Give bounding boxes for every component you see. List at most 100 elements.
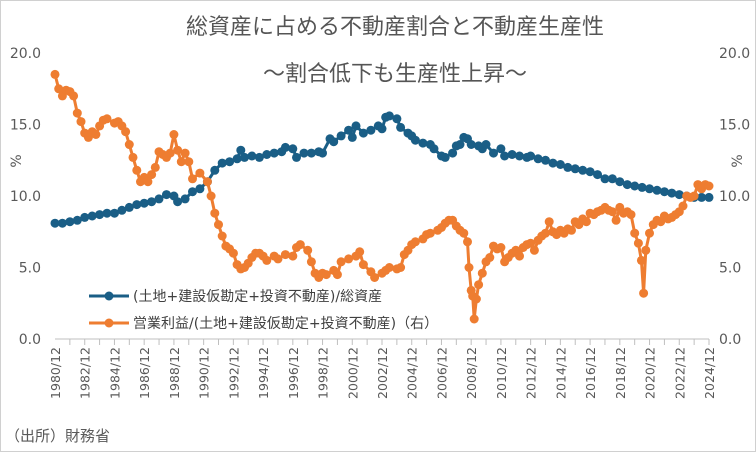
series-1-point	[358, 260, 368, 270]
x-tick-label: 1982/12	[78, 347, 93, 399]
series-1-point	[471, 294, 481, 304]
series-0-point	[652, 185, 662, 195]
x-tick-label: 2022/12	[672, 347, 687, 399]
x-tick-label: 1988/12	[167, 347, 182, 399]
series-0-point	[180, 194, 190, 204]
x-tick-label: 2006/12	[434, 347, 449, 399]
y-tick-left-label: 0.0	[19, 332, 41, 348]
series-0-point	[306, 148, 316, 158]
series-0-point	[269, 148, 279, 158]
y-tick-left-label: 5.0	[19, 261, 41, 277]
series-1-point	[626, 210, 636, 220]
series-1-point	[425, 228, 435, 238]
series-0-point	[188, 187, 197, 197]
x-tick-label: 1980/12	[48, 347, 63, 399]
x-tick-label: 1994/12	[256, 347, 271, 399]
series-0-point	[240, 152, 249, 162]
y-tick-right-label: 5.0	[719, 261, 741, 277]
x-tick-label: 2024/12	[702, 347, 717, 399]
series-0-point	[704, 192, 714, 202]
series-0-point	[173, 197, 183, 207]
series-0-point	[329, 137, 339, 147]
series-1-point	[54, 84, 64, 94]
series-line-1	[53, 74, 710, 321]
series-1-point	[636, 255, 646, 265]
series-0-point	[384, 111, 394, 121]
series-1-point	[273, 254, 283, 264]
series-1-point	[280, 250, 290, 260]
series-1-point	[50, 69, 60, 79]
series-0-point	[232, 154, 242, 164]
series-1-point	[515, 251, 524, 261]
series-0-point	[344, 125, 354, 135]
series-0-point	[515, 151, 524, 161]
series-1-point	[526, 238, 536, 248]
series-0-point	[292, 152, 301, 162]
series-1-point	[529, 245, 539, 255]
series-0-point	[500, 151, 510, 161]
series-1-point	[410, 237, 420, 247]
series-0-point	[117, 205, 127, 215]
series-0-point	[124, 202, 134, 212]
series-1-point	[147, 170, 157, 180]
series-1-point	[165, 148, 175, 158]
y-axis-right-label: %	[730, 154, 746, 167]
series-1-point	[188, 174, 197, 184]
series-1-point	[541, 228, 550, 238]
series-0-point	[667, 188, 677, 198]
series-1-point	[459, 228, 469, 238]
legend-item-profit-ratio: 営業利益/(土地+建設仮勘定+投資不動産)（右）	[89, 316, 438, 332]
series-0-point	[110, 208, 119, 218]
x-tick-label: 1992/12	[226, 347, 241, 399]
series-0-point	[195, 184, 205, 194]
series-0-point	[578, 165, 588, 175]
series-1-point	[469, 314, 479, 324]
series-0-point	[533, 154, 543, 164]
series-0-point	[377, 124, 387, 134]
series-0-point	[418, 138, 428, 148]
series-1-point	[485, 253, 495, 262]
series-0-point	[154, 194, 164, 204]
series-0-point	[288, 144, 298, 154]
series-0-point	[366, 125, 376, 135]
series-0-point	[548, 158, 558, 168]
series-0-point	[147, 197, 157, 207]
y-tick-right-label: 10.0	[719, 189, 750, 205]
y-tick-left-label: 10.0	[10, 189, 41, 205]
series-0-point	[358, 128, 368, 138]
series-1-point	[169, 130, 179, 139]
series-0-point	[607, 174, 617, 184]
series-0-point	[448, 148, 458, 158]
series-1-point	[607, 207, 617, 217]
y-tick-left-label: 20.0	[10, 46, 41, 62]
series-0-point	[600, 174, 610, 184]
series-1-point	[641, 245, 651, 255]
series-1-point	[344, 254, 354, 264]
x-tick-label: 1996/12	[286, 347, 301, 399]
series-1-point	[630, 228, 640, 238]
series-0-point	[541, 155, 550, 165]
series-0-point	[674, 190, 684, 200]
y-tick-left-label: 15.0	[10, 118, 41, 134]
series-1-point	[678, 201, 688, 211]
series-1-point	[611, 215, 621, 225]
legend: (土地+建設仮勘定+投資不動産)/総資産 営業利益/(土地+建設仮勘定+投資不動…	[89, 289, 438, 332]
series-1-point	[195, 168, 205, 178]
series-0-point	[236, 145, 246, 155]
x-tick-label: 2000/12	[345, 347, 360, 399]
series-1-point	[295, 240, 305, 250]
series-1-point	[76, 117, 86, 127]
series-1-point	[396, 263, 406, 272]
x-tick-label: 2014/12	[553, 347, 568, 399]
series-0-point	[659, 187, 669, 197]
series-0-point	[622, 180, 632, 190]
series-1-point	[306, 257, 316, 267]
series-0-point	[392, 114, 402, 124]
series-1-point	[689, 191, 699, 201]
series-0-point	[72, 215, 82, 225]
legend-item-asset-ratio: (土地+建設仮勘定+投資不動産)/総資産	[89, 289, 382, 305]
x-tick-label: 2002/12	[375, 347, 390, 399]
series-1-point	[128, 152, 138, 162]
series-0-point	[87, 211, 97, 221]
